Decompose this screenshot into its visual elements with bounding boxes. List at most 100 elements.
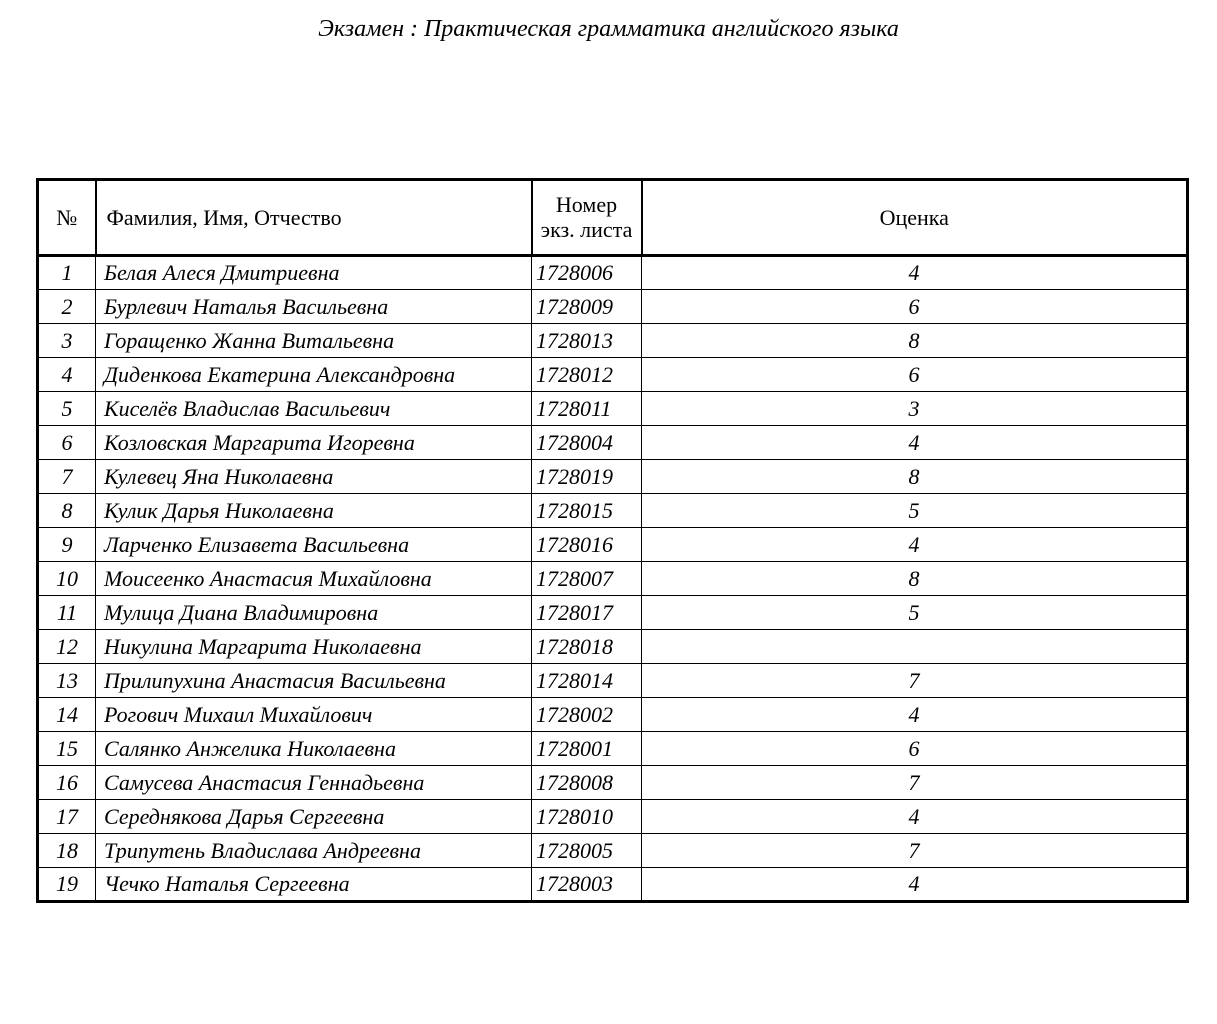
cell-sheet-number: 1728013 bbox=[532, 324, 642, 358]
cell-sheet-number: 1728017 bbox=[532, 596, 642, 630]
cell-sheet-number: 1728011 bbox=[532, 392, 642, 426]
cell-grade: 4 bbox=[642, 256, 1188, 290]
table-row: 10Моисеенко Анастасия Михайловна17280078 bbox=[38, 562, 1188, 596]
cell-grade: 7 bbox=[642, 766, 1188, 800]
cell-sheet-number: 1728018 bbox=[532, 630, 642, 664]
exam-results-table: № Фамилия, Имя, Отчество Номер экз. лист… bbox=[36, 178, 1189, 903]
cell-grade: 4 bbox=[642, 868, 1188, 902]
table-row: 11Мулица Диана Владимировна17280175 bbox=[38, 596, 1188, 630]
cell-sheet-number: 1728010 bbox=[532, 800, 642, 834]
table-row: 19Чечко Наталья Сергеевна17280034 bbox=[38, 868, 1188, 902]
table-body: 1Белая Алеся Дмитриевна172800642Бурлевич… bbox=[38, 256, 1188, 902]
cell-grade: 4 bbox=[642, 528, 1188, 562]
cell-row-number: 6 bbox=[38, 426, 96, 460]
cell-fullname: Чечко Наталья Сергеевна bbox=[96, 868, 532, 902]
cell-sheet-number: 1728007 bbox=[532, 562, 642, 596]
cell-row-number: 17 bbox=[38, 800, 96, 834]
cell-sheet-number: 1728016 bbox=[532, 528, 642, 562]
cell-fullname: Салянко Анжелика Николаевна bbox=[96, 732, 532, 766]
table-row: 12Никулина Маргарита Николаевна1728018 bbox=[38, 630, 1188, 664]
cell-sheet-number: 1728019 bbox=[532, 460, 642, 494]
cell-sheet-number: 1728008 bbox=[532, 766, 642, 800]
cell-row-number: 16 bbox=[38, 766, 96, 800]
cell-row-number: 18 bbox=[38, 834, 96, 868]
cell-grade: 6 bbox=[642, 290, 1188, 324]
cell-fullname: Киселёв Владислав Васильевич bbox=[96, 392, 532, 426]
cell-row-number: 14 bbox=[38, 698, 96, 732]
exam-results-table-container: № Фамилия, Имя, Отчество Номер экз. лист… bbox=[36, 178, 1186, 903]
cell-row-number: 15 bbox=[38, 732, 96, 766]
cell-fullname: Ларченко Елизавета Васильевна bbox=[96, 528, 532, 562]
cell-fullname: Кулик Дарья Николаевна bbox=[96, 494, 532, 528]
cell-sheet-number: 1728009 bbox=[532, 290, 642, 324]
cell-fullname: Прилипухина Анастасия Васильевна bbox=[96, 664, 532, 698]
cell-sheet-number: 1728001 bbox=[532, 732, 642, 766]
cell-row-number: 7 bbox=[38, 460, 96, 494]
table-row: 8Кулик Дарья Николаевна17280155 bbox=[38, 494, 1188, 528]
header-sheet-number: Номер экз. листа bbox=[532, 180, 642, 256]
cell-grade: 4 bbox=[642, 426, 1188, 460]
table-row: 1Белая Алеся Дмитриевна17280064 bbox=[38, 256, 1188, 290]
cell-grade: 6 bbox=[642, 732, 1188, 766]
cell-grade: 8 bbox=[642, 562, 1188, 596]
cell-grade: 5 bbox=[642, 596, 1188, 630]
cell-grade: 3 bbox=[642, 392, 1188, 426]
cell-row-number: 2 bbox=[38, 290, 96, 324]
cell-row-number: 13 bbox=[38, 664, 96, 698]
cell-sheet-number: 1728006 bbox=[532, 256, 642, 290]
cell-grade: 4 bbox=[642, 800, 1188, 834]
table-row: 6Козловская Маргарита Игоревна17280044 bbox=[38, 426, 1188, 460]
table-row: 15Салянко Анжелика Николаевна17280016 bbox=[38, 732, 1188, 766]
cell-grade: 7 bbox=[642, 834, 1188, 868]
cell-fullname: Самусева Анастасия Геннадьевна bbox=[96, 766, 532, 800]
table-row: 9Ларченко Елизавета Васильевна17280164 bbox=[38, 528, 1188, 562]
cell-grade: 5 bbox=[642, 494, 1188, 528]
table-row: 16Самусева Анастасия Геннадьевна17280087 bbox=[38, 766, 1188, 800]
cell-fullname: Никулина Маргарита Николаевна bbox=[96, 630, 532, 664]
cell-fullname: Белая Алеся Дмитриевна bbox=[96, 256, 532, 290]
cell-row-number: 12 bbox=[38, 630, 96, 664]
cell-grade: 8 bbox=[642, 324, 1188, 358]
cell-fullname: Мулица Диана Владимировна bbox=[96, 596, 532, 630]
table-row: 7Кулевец Яна Николаевна17280198 bbox=[38, 460, 1188, 494]
cell-grade: 8 bbox=[642, 460, 1188, 494]
cell-row-number: 8 bbox=[38, 494, 96, 528]
table-row: 4Диденкова Екатерина Александровна172801… bbox=[38, 358, 1188, 392]
cell-grade: 4 bbox=[642, 698, 1188, 732]
cell-row-number: 5 bbox=[38, 392, 96, 426]
cell-row-number: 9 bbox=[38, 528, 96, 562]
header-number: № bbox=[38, 180, 96, 256]
table-row: 2Бурлевич Наталья Васильевна17280096 bbox=[38, 290, 1188, 324]
cell-fullname: Трипутень Владислава Андреевна bbox=[96, 834, 532, 868]
cell-fullname: Середнякова Дарья Сергеевна bbox=[96, 800, 532, 834]
cell-sheet-number: 1728015 bbox=[532, 494, 642, 528]
table-row: 17Середнякова Дарья Сергеевна17280104 bbox=[38, 800, 1188, 834]
page-title: Экзамен : Практическая грамматика англий… bbox=[0, 16, 1217, 43]
cell-row-number: 4 bbox=[38, 358, 96, 392]
cell-fullname: Моисеенко Анастасия Михайловна bbox=[96, 562, 532, 596]
cell-sheet-number: 1728005 bbox=[532, 834, 642, 868]
table-row: 18Трипутень Владислава Андреевна17280057 bbox=[38, 834, 1188, 868]
cell-fullname: Бурлевич Наталья Васильевна bbox=[96, 290, 532, 324]
cell-grade: 6 bbox=[642, 358, 1188, 392]
table-header-row: № Фамилия, Имя, Отчество Номер экз. лист… bbox=[38, 180, 1188, 256]
table-row: 13Прилипухина Анастасия Васильевна172801… bbox=[38, 664, 1188, 698]
cell-row-number: 11 bbox=[38, 596, 96, 630]
cell-sheet-number: 1728004 bbox=[532, 426, 642, 460]
cell-grade: 7 bbox=[642, 664, 1188, 698]
cell-fullname: Диденкова Екатерина Александровна bbox=[96, 358, 532, 392]
cell-fullname: Кулевец Яна Николаевна bbox=[96, 460, 532, 494]
cell-row-number: 3 bbox=[38, 324, 96, 358]
cell-fullname: Козловская Маргарита Игоревна bbox=[96, 426, 532, 460]
header-fullname: Фамилия, Имя, Отчество bbox=[96, 180, 532, 256]
table-row: 5Киселёв Владислав Васильевич17280113 bbox=[38, 392, 1188, 426]
cell-sheet-number: 1728012 bbox=[532, 358, 642, 392]
cell-grade bbox=[642, 630, 1188, 664]
table-row: 3Горащенко Жанна Витальевна17280138 bbox=[38, 324, 1188, 358]
cell-sheet-number: 1728002 bbox=[532, 698, 642, 732]
cell-fullname: Рогович Михаил Михайлович bbox=[96, 698, 532, 732]
table-row: 14Рогович Михаил Михайлович17280024 bbox=[38, 698, 1188, 732]
header-grade: Оценка bbox=[642, 180, 1188, 256]
cell-fullname: Горащенко Жанна Витальевна bbox=[96, 324, 532, 358]
cell-sheet-number: 1728014 bbox=[532, 664, 642, 698]
